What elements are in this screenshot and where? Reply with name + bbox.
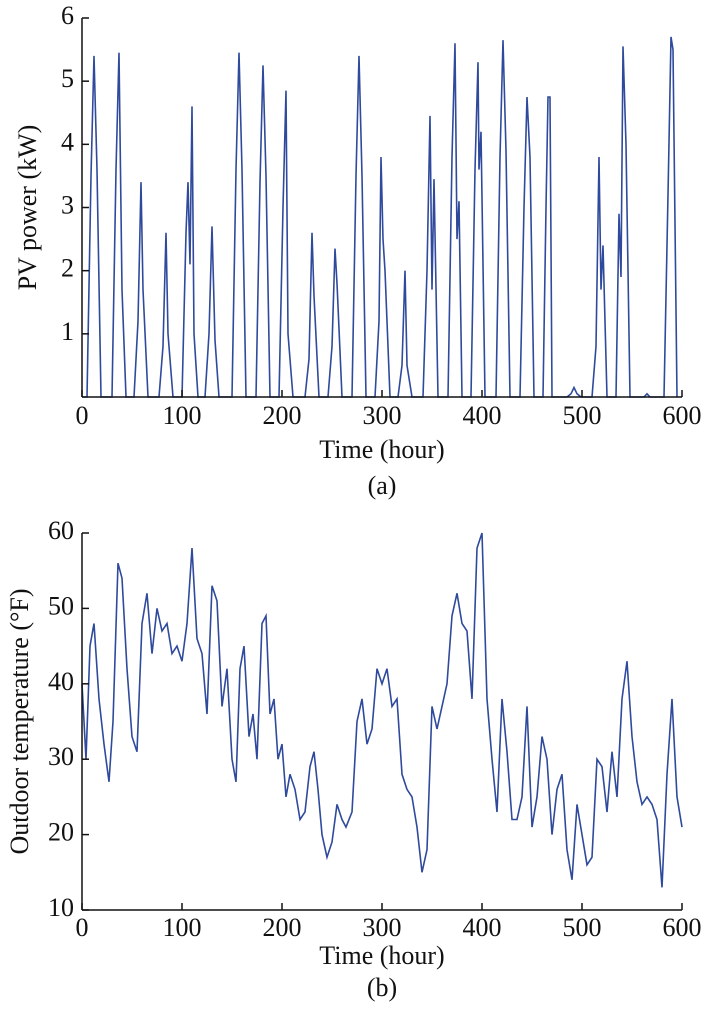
y-tick-label: 50 [48, 591, 74, 620]
y-tick-label: 40 [48, 667, 74, 696]
x-tick-label: 300 [363, 401, 402, 430]
y-tick-label: 30 [48, 742, 74, 771]
x-tick-label: 500 [563, 913, 602, 942]
y-tick-label: 1 [61, 317, 74, 346]
y-tick-label: 4 [61, 127, 74, 156]
data-line [81, 532, 683, 888]
y-tick-label: 2 [61, 254, 74, 283]
x-tick-label: 400 [463, 401, 502, 430]
y-tick-label: 20 [48, 818, 74, 847]
x-tick-label: 100 [163, 401, 202, 430]
x-tick-label: 600 [663, 401, 702, 430]
y-tick-label: 60 [48, 516, 74, 545]
caption: (a) [368, 471, 397, 500]
x-tick-label: 400 [463, 913, 502, 942]
x-tick-label: 0 [76, 913, 89, 942]
y-tick-label: 3 [61, 190, 74, 219]
y-tick-label: 6 [61, 1, 74, 30]
x-tick-label: 500 [563, 401, 602, 430]
caption: (b) [367, 973, 397, 1002]
x-axis-label: Time (hour) [319, 941, 444, 970]
y-axis-label: Outdoor temperature (°F) [5, 589, 34, 855]
y-tick-label: 5 [61, 64, 74, 93]
y-tick-label: 10 [48, 893, 74, 922]
x-tick-label: 0 [76, 401, 89, 430]
x-tick-label: 200 [263, 913, 302, 942]
x-axis-label: Time (hour) [319, 435, 444, 464]
x-tick-label: 200 [263, 401, 302, 430]
x-tick-label: 100 [163, 913, 202, 942]
y-axis-label: PV power (kW) [13, 125, 42, 291]
data-line [82, 36, 678, 398]
x-tick-label: 300 [363, 913, 402, 942]
x-tick-label: 600 [663, 913, 702, 942]
